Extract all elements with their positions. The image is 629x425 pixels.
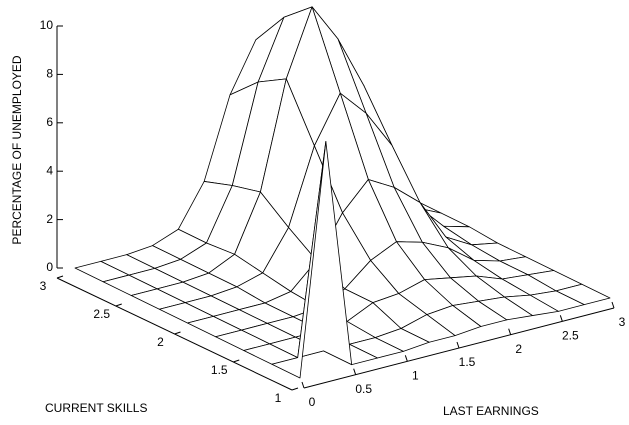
- y-tick: [174, 331, 181, 335]
- y-tick: [291, 387, 299, 391]
- x-tick: [508, 328, 512, 335]
- z-tick-label: 0: [46, 260, 53, 274]
- z-tick-label: 6: [46, 115, 53, 129]
- x-axis-label: LAST EARNINGS: [443, 404, 539, 418]
- x-tick: [559, 315, 563, 322]
- x-tick-label: 1: [412, 369, 419, 383]
- y-tick-label: 2: [157, 335, 164, 349]
- x-tick-label: 0: [309, 395, 316, 409]
- mesh-cell: [271, 141, 327, 379]
- y-tick-label: 2.5: [93, 307, 110, 321]
- x-tick: [611, 301, 615, 309]
- y-tick-label: 1.5: [211, 363, 228, 377]
- y-tick-label: 3: [40, 279, 47, 293]
- x-tick: [301, 381, 305, 389]
- x-tick-label: 2: [515, 342, 522, 356]
- x-tick-label: 1.5: [459, 355, 476, 369]
- x-tick: [353, 368, 357, 375]
- z-tick-label: 2: [46, 212, 53, 226]
- x-tick-label: 2.5: [562, 329, 579, 343]
- x-tick-label: 0.5: [355, 382, 372, 396]
- z-axis-label: PERCENTAGE OF UNEMPLOYED: [10, 55, 24, 244]
- z-tick-label: 4: [46, 163, 53, 177]
- y-tick: [233, 359, 240, 363]
- x-tick-label: 3: [619, 315, 626, 329]
- y-tick: [56, 275, 64, 279]
- z-tick-label: 10: [40, 18, 54, 32]
- y-tick-label: 1: [275, 391, 282, 405]
- x-tick: [456, 341, 460, 349]
- y-axis-label: CURRENT SKILLS: [45, 401, 147, 415]
- z-tick-label: 8: [46, 67, 53, 81]
- y-tick: [115, 303, 122, 307]
- x-tick: [404, 355, 408, 362]
